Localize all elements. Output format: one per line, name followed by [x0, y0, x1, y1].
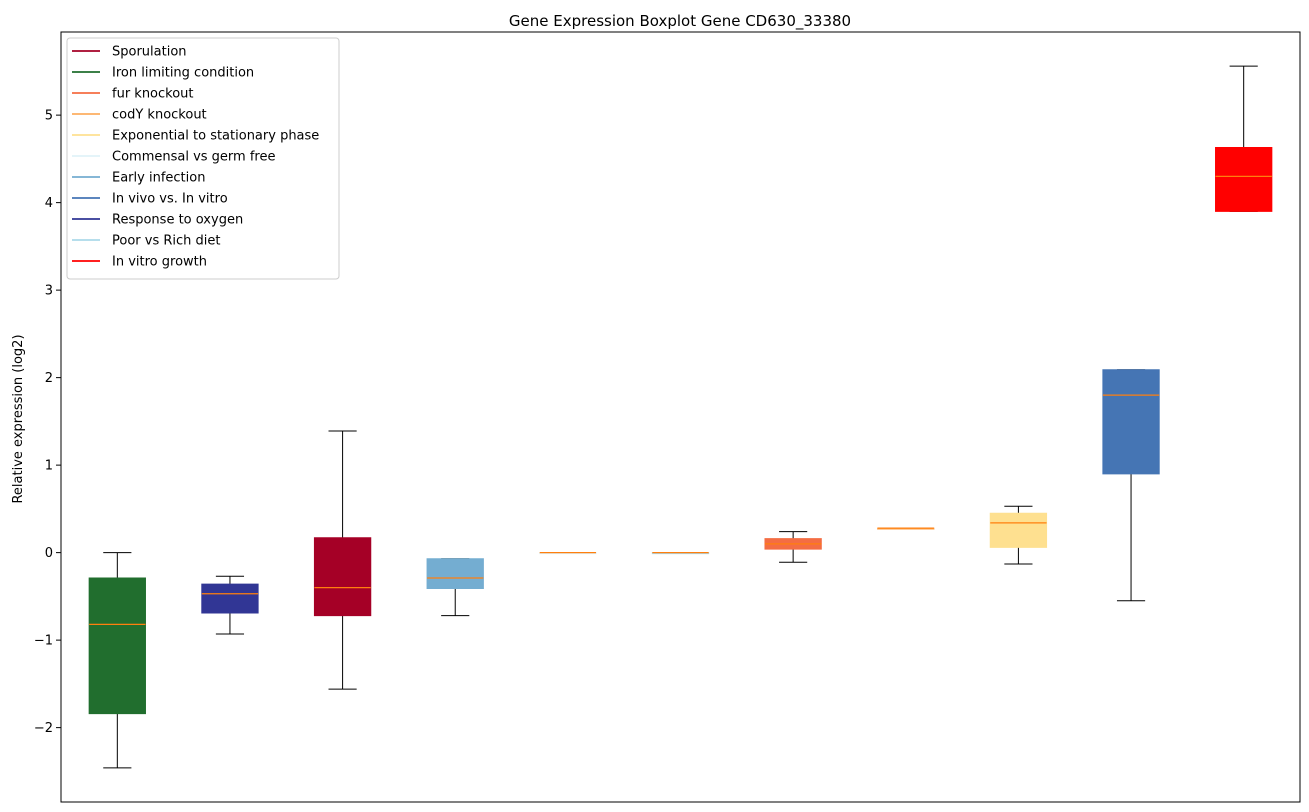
- legend-label: Early infection: [112, 171, 205, 186]
- box-10: [1102, 369, 1160, 602]
- legend-item: Iron limiting condition: [72, 66, 254, 81]
- box-body: [313, 537, 372, 617]
- y-tick-label: 1: [45, 459, 53, 474]
- box-2: [201, 575, 259, 635]
- legend-item: In vivo vs. In vitro: [72, 192, 228, 207]
- box-body: [201, 583, 259, 614]
- chart-title: Gene Expression Boxplot Gene CD630_33380: [509, 12, 851, 31]
- box-1: [88, 552, 146, 769]
- legend-label: Poor vs Rich diet: [112, 234, 220, 249]
- box-body: [1102, 369, 1160, 475]
- y-tick-label: −2: [34, 721, 53, 736]
- box-3: [313, 430, 372, 690]
- box-6: [651, 552, 710, 555]
- legend-label: Response to oxygen: [112, 213, 243, 228]
- box-body: [1215, 147, 1273, 212]
- legend-item: Response to oxygen: [72, 213, 243, 228]
- legend-item: In vitro growth: [72, 255, 207, 270]
- legend-frame: [66, 37, 340, 280]
- legend-item: Exponential to stationary phase: [72, 129, 319, 144]
- legend-item: Early infection: [72, 171, 205, 186]
- legend-label: Commensal vs germ free: [112, 150, 275, 165]
- box-5: [539, 552, 597, 555]
- y-axis-label: Relative expression (log2): [11, 334, 26, 503]
- legend-label: Sporulation: [112, 45, 187, 60]
- legend-item: codY knockout: [72, 108, 207, 123]
- y-tick-label: 4: [45, 196, 53, 211]
- y-tick-label: 0: [45, 546, 53, 561]
- box-4: [426, 558, 484, 617]
- box-body: [426, 558, 484, 589]
- legend-label: In vivo vs. In vitro: [112, 192, 228, 207]
- plot-area-frame: [60, 31, 1301, 803]
- legend-item: Commensal vs germ free: [72, 150, 275, 165]
- box-body: [989, 512, 1048, 548]
- box-body: [88, 577, 146, 715]
- legend-item: Sporulation: [72, 45, 187, 60]
- legend-label: Iron limiting condition: [112, 66, 254, 81]
- y-tick-label: 3: [45, 284, 53, 299]
- legend-label: codY knockout: [112, 108, 207, 123]
- legend: Sporulation Iron limiting condition fur kn…: [66, 37, 340, 280]
- y-tick-label: −1: [34, 634, 53, 649]
- boxes-layer: [88, 65, 1273, 769]
- box-9: [989, 505, 1048, 565]
- legend-label: fur knockout: [112, 87, 194, 102]
- y-tick-label: 5: [45, 109, 53, 124]
- y-axis-ticks: −2 −1 0 1 2 3 4 5: [34, 109, 61, 736]
- legend-item: Poor vs Rich diet: [72, 234, 220, 249]
- legend-item: fur knockout: [72, 87, 194, 102]
- box-11: [1215, 65, 1273, 212]
- legend-label: Exponential to stationary phase: [112, 129, 319, 144]
- box-7: [764, 531, 822, 563]
- box-8: [877, 527, 935, 530]
- legend-label: In vitro growth: [112, 255, 207, 270]
- y-tick-label: 2: [45, 371, 53, 386]
